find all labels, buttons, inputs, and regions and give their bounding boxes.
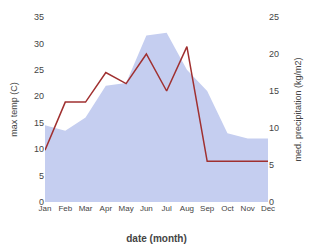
svg-text:Feb: Feb [58, 204, 72, 213]
svg-text:Aug: Aug [180, 204, 194, 213]
svg-text:Mar: Mar [79, 204, 93, 213]
svg-text:10: 10 [34, 144, 44, 154]
svg-text:med. precipitation (kg/m2): med. precipitation (kg/m2) [293, 57, 303, 161]
svg-text:Sep: Sep [200, 204, 215, 213]
svg-text:25: 25 [269, 12, 279, 22]
svg-text:20: 20 [269, 49, 279, 59]
svg-text:Jun: Jun [140, 204, 153, 213]
svg-text:15: 15 [34, 118, 44, 128]
svg-text:Oct: Oct [221, 204, 234, 213]
svg-text:date (month): date (month) [126, 233, 187, 244]
svg-text:30: 30 [34, 39, 44, 49]
svg-text:Jan: Jan [39, 204, 52, 213]
svg-text:0: 0 [39, 197, 44, 207]
svg-text:5: 5 [269, 160, 274, 170]
svg-text:25: 25 [34, 65, 44, 75]
svg-text:20: 20 [34, 91, 44, 101]
svg-text:May: May [119, 204, 134, 213]
svg-text:max temp (C): max temp (C) [9, 82, 19, 137]
svg-text:Nov: Nov [241, 204, 255, 213]
svg-text:5: 5 [39, 171, 44, 181]
svg-text:35: 35 [34, 12, 44, 22]
svg-text:0: 0 [269, 197, 274, 207]
svg-text:Dec: Dec [261, 204, 275, 213]
svg-text:Apr: Apr [100, 204, 113, 213]
svg-text:10: 10 [269, 123, 279, 133]
svg-text:Jul: Jul [162, 204, 172, 213]
svg-text:15: 15 [269, 86, 279, 96]
